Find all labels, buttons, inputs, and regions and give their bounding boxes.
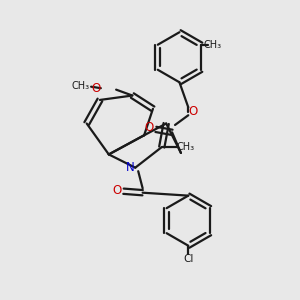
Text: O: O	[92, 82, 101, 95]
Text: CH₃: CH₃	[72, 81, 90, 91]
Text: O: O	[188, 105, 197, 118]
Text: CH₃: CH₃	[203, 40, 221, 50]
Text: O: O	[145, 122, 154, 134]
Text: O: O	[112, 184, 122, 197]
Text: Cl: Cl	[183, 254, 194, 264]
Text: CH₃: CH₃	[177, 142, 195, 152]
Text: N: N	[126, 161, 134, 174]
